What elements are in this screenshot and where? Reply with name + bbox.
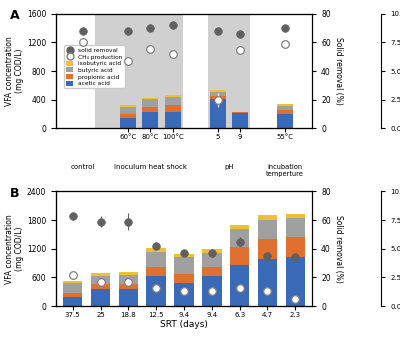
Bar [165,96,181,97]
Bar [63,297,82,306]
Bar [119,284,138,289]
Bar [146,276,166,306]
Bar [63,293,82,297]
X-axis label: SRT (days): SRT (days) [160,321,208,330]
Bar [202,249,222,253]
Bar [146,267,166,276]
Text: incubation
temperture: incubation temperture [266,164,304,177]
Bar [146,248,166,252]
Bar [210,99,226,128]
Bar [230,247,249,265]
Bar [258,239,277,259]
Text: pH: pH [224,164,234,170]
Bar [210,96,226,99]
Y-axis label: Solid removal (%): Solid removal (%) [334,37,342,105]
Bar [174,274,194,283]
Bar [142,112,158,128]
Bar [142,98,158,99]
Bar [232,113,248,128]
Text: B: B [10,187,20,200]
Bar [202,267,222,276]
Bar [286,257,305,306]
Legend: solid removal, CH₄ production, isobutyric acid, butyric acid, propionic acid, ac: solid removal, CH₄ production, isobutyri… [64,45,125,88]
Bar [91,284,110,289]
Bar [91,276,110,284]
Bar [119,271,138,275]
Text: inoculum heat shock: inoculum heat shock [114,164,187,170]
Bar [165,111,181,128]
Bar [277,106,293,110]
Bar [286,214,305,218]
Bar [120,106,136,107]
Bar [120,107,136,114]
Bar [120,114,136,118]
Bar [91,289,110,306]
Y-axis label: Solid removal (%): Solid removal (%) [334,215,342,283]
Bar [202,253,222,267]
Y-axis label: VFA concentration
(mg COD/L): VFA concentration (mg COD/L) [5,214,24,284]
Bar [119,289,138,306]
Bar [277,104,293,106]
Bar [202,276,222,306]
Bar [286,218,305,237]
Bar [91,273,110,276]
Bar [165,97,181,106]
Bar [230,225,249,229]
Bar [232,112,248,113]
Bar [210,92,226,96]
Y-axis label: VFA concentration
(mg COD/L): VFA concentration (mg COD/L) [5,36,24,106]
Bar [286,237,305,257]
Bar [174,283,194,306]
Bar [208,14,250,128]
Bar [174,257,194,274]
Bar [230,229,249,247]
Bar [63,281,82,283]
Bar [210,90,226,92]
Bar [174,254,194,257]
Bar [277,110,293,115]
Bar [258,215,277,220]
Bar [120,118,136,128]
Text: A: A [10,9,20,22]
Bar [258,220,277,239]
Bar [95,14,183,128]
Bar [119,275,138,284]
Text: control: control [71,164,95,170]
Bar [146,252,166,267]
Bar [258,259,277,306]
Bar [63,283,82,293]
Bar [230,265,249,306]
Bar [142,107,158,112]
Bar [142,99,158,107]
Bar [277,115,293,128]
Bar [165,106,181,111]
